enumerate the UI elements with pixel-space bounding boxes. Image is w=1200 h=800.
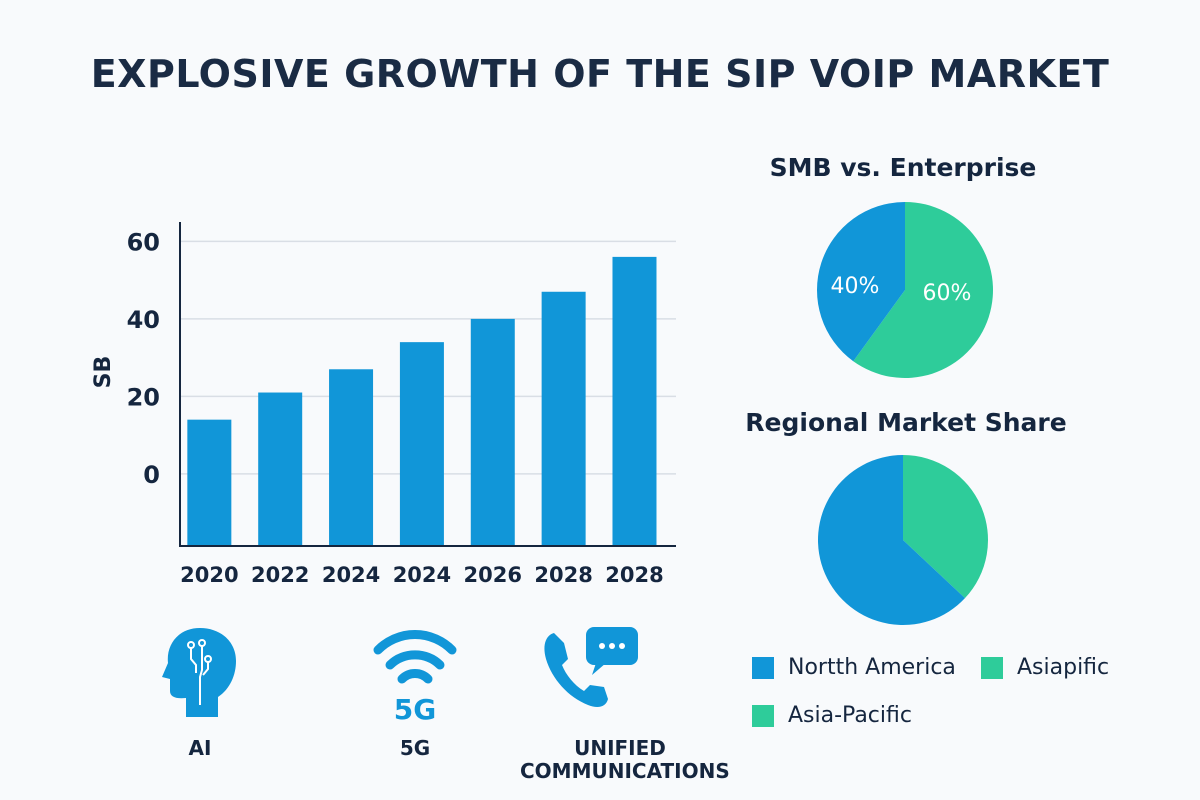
5g-label: 5G: [399, 736, 431, 760]
pie2-title: Regional Market Share: [745, 408, 1067, 437]
x-tick-label: 2024: [393, 563, 451, 587]
pie-slice: [818, 455, 965, 625]
x-tick-label: 2020: [180, 563, 238, 587]
ai-head-icon: [162, 628, 236, 717]
legend-label: Nortth America: [788, 655, 956, 680]
legend-swatch: [752, 704, 774, 727]
pie-slice: [817, 202, 905, 362]
x-tick-label: 2024: [322, 563, 380, 587]
pie1-title: SMB vs. Enterprise: [769, 153, 1037, 182]
y-tick-label: 40: [127, 306, 160, 334]
bar-2020: [187, 419, 232, 546]
unified-comms-label-line1: UNIFIED: [574, 736, 666, 760]
pie-slice: [903, 455, 988, 599]
bar-2028: [612, 256, 657, 546]
y-tick-label: 0: [143, 461, 160, 489]
bar-2022: [258, 392, 303, 546]
bar-2024: [399, 342, 444, 546]
legend-swatch: [752, 656, 774, 679]
legend-swatch: [981, 656, 1003, 679]
5g-wifi-icon: 5G: [373, 630, 457, 725]
5g-badge: 5G: [394, 693, 436, 725]
pie-slice: [853, 202, 993, 378]
x-tick-label: 2028: [534, 563, 592, 587]
unified-comms-label-line2: COMMUNICATIONS: [520, 759, 730, 783]
x-tick-label: 2022: [251, 563, 309, 587]
legend-item-asiapific: Asiapific: [981, 655, 1109, 680]
bar-2028: [541, 291, 586, 546]
page-title: EXPLOSIVE GROWTH OF THE SIP VOIP MARKET: [90, 52, 1110, 96]
bar-2024: [329, 369, 374, 546]
smb-enterprise-pie: 60% 40%: [817, 202, 993, 378]
phone-chat-icon: [544, 627, 638, 707]
y-axis-label: SB: [91, 356, 116, 389]
pie-slice-label: 60%: [923, 281, 972, 306]
bar-2026: [470, 318, 515, 546]
y-tick-label: 60: [127, 228, 160, 256]
legend-label: Asia-Pacific: [788, 703, 912, 728]
y-tick-label: 20: [127, 383, 160, 411]
x-tick-label: 2028: [605, 563, 663, 587]
unified-comms-label: UNIFIED COMMUNICATIONS: [520, 736, 730, 783]
x-tick-label: 2026: [464, 563, 522, 587]
pie-slice-label: 40%: [831, 274, 880, 299]
regional-share-pie: [818, 455, 988, 625]
legend-label: Asiapific: [1017, 655, 1110, 680]
bar-chart: 0 20 40 60 2020 2022 2024 2024 2026 2028 2028 SB: [91, 222, 676, 587]
legend-item-asia-pacific: Asia-Pacific: [752, 703, 912, 728]
legend-item-north-america: Nortth America: [752, 655, 956, 680]
ai-label: AI: [188, 736, 212, 760]
